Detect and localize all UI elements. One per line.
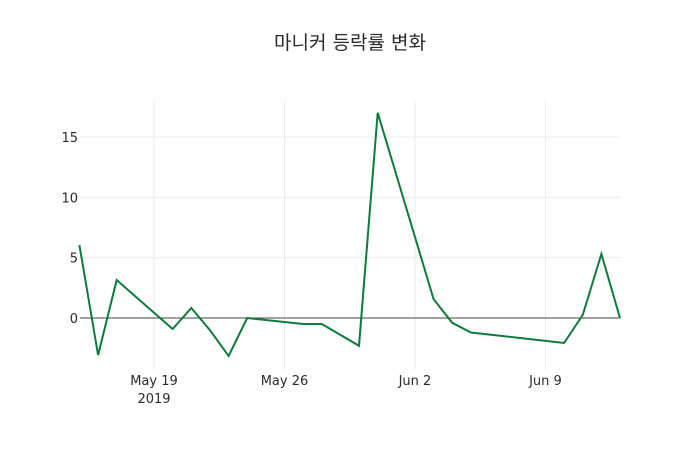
data-line (78, 112, 621, 358)
x-tick-label: Jun 2 (398, 374, 432, 389)
y-tick-label: 10 (61, 191, 78, 206)
gridlines (80, 100, 620, 370)
x-tick-label: May 19 (130, 374, 178, 389)
x-tick-year-label: 2019 (137, 392, 170, 407)
y-axis-ticks: 0 5 10 15 (61, 131, 78, 327)
y-tick-label: 15 (61, 131, 78, 146)
y-tick-label: 0 (70, 312, 78, 327)
y-tick-label: 5 (70, 252, 78, 267)
x-tick-label: Jun 9 (528, 374, 562, 389)
x-axis-ticks: May 19 2019 May 26 Jun 2 Jun 9 (130, 374, 562, 407)
x-tick-label: May 26 (261, 374, 309, 389)
chart-title: 마니커 등락률 변화 (274, 32, 426, 54)
